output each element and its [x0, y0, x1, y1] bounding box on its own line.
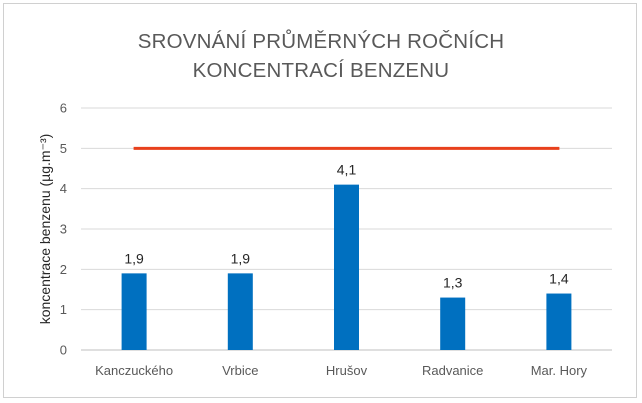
x-tick-label: Hrušov [326, 363, 368, 378]
chart-title-line-1: SROVNÁNÍ PRŮMĚRNÝCH ROČNÍCH [137, 30, 505, 53]
bar [227, 273, 253, 350]
y-tick-label: 1 [60, 302, 67, 317]
y-tick-label: 6 [60, 101, 67, 116]
bar [334, 184, 359, 350]
y-axis-ticks: 0 1 2 3 4 5 6 [60, 101, 67, 358]
y-tick-label: 3 [60, 222, 67, 237]
y-axis-label: koncentrace benzenu (µg.m⁻³) [37, 134, 53, 325]
y-tick-label: 4 [60, 181, 67, 196]
y-tick-label: 0 [60, 343, 67, 358]
x-tick-label: Mar. Hory [531, 363, 588, 378]
x-tick-label: Kanczuckého [95, 363, 173, 378]
bar [546, 293, 572, 350]
data-labels: 1,9 1,9 4,1 1,3 1,4 [124, 162, 568, 291]
y-tick-label: 2 [60, 262, 67, 277]
data-label: 1,9 [124, 250, 144, 266]
data-label: 4,1 [337, 162, 357, 178]
x-axis-ticks: Kanczuckého Vrbice Hrušov Radvanice Mar. Hor… [95, 363, 588, 378]
bar [440, 297, 466, 350]
chart-frame [3, 3, 637, 398]
bar [121, 273, 147, 350]
chart-title: SROVNÁNÍ PRŮMĚRNÝCH ROČNÍCH KONCENTRACÍ … [0, 27, 642, 85]
x-tick-label: Radvanice [422, 363, 483, 378]
bars [121, 184, 572, 350]
y-tick-label: 5 [60, 141, 67, 156]
data-label: 1,4 [549, 271, 569, 287]
x-tick-label: Vrbice [222, 363, 258, 378]
data-label: 1,9 [231, 250, 251, 266]
chart-title-line-2: KONCENTRACÍ BENZENU [192, 59, 450, 82]
data-label: 1,3 [443, 275, 463, 291]
